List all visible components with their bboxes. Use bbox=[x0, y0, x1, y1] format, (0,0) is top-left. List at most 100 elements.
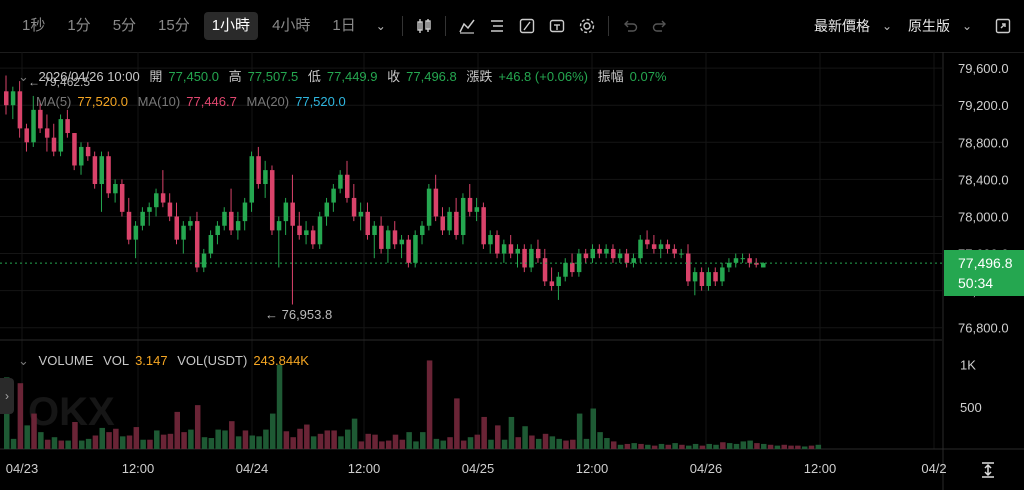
price-type-dropdown[interactable]: 最新價格 ⌄ bbox=[814, 16, 902, 36]
timeframe-button[interactable]: 4小時 bbox=[272, 17, 311, 34]
candle-body bbox=[147, 207, 152, 212]
volume-bar bbox=[467, 437, 474, 449]
candle-body bbox=[576, 253, 582, 273]
volume-bar bbox=[672, 443, 678, 449]
candle-body bbox=[413, 235, 418, 263]
high-label: 高 bbox=[228, 69, 242, 84]
change-value: +46.8 (+0.06%) bbox=[498, 69, 589, 84]
volume-bar bbox=[31, 413, 37, 449]
candle-body bbox=[604, 248, 609, 254]
candle-body bbox=[645, 239, 650, 245]
volume-bar bbox=[290, 437, 296, 449]
volume-bar bbox=[570, 439, 576, 449]
gear-icon[interactable] bbox=[572, 11, 602, 41]
candle-body bbox=[754, 262, 759, 265]
volume-bar bbox=[17, 383, 24, 449]
volume-bar bbox=[508, 416, 515, 449]
candle-body bbox=[324, 202, 330, 217]
candle-body bbox=[726, 262, 732, 268]
volume-bar bbox=[194, 405, 201, 449]
chart-style-dropdown[interactable]: 原生版 ⌄ bbox=[908, 16, 982, 36]
undo-icon[interactable] bbox=[615, 11, 645, 41]
fullscreen-icon[interactable] bbox=[988, 11, 1018, 41]
collapse-icon[interactable]: ⌄ bbox=[18, 353, 29, 368]
volume-bar bbox=[79, 440, 85, 449]
candle-body bbox=[488, 235, 493, 245]
candle-body bbox=[24, 128, 29, 143]
volume-bar bbox=[85, 438, 92, 449]
close-value: 77,496.8 bbox=[406, 69, 457, 84]
volume-bar bbox=[256, 436, 262, 449]
side-panel-toggle[interactable]: › bbox=[0, 378, 14, 414]
drawing-tools-icon[interactable] bbox=[512, 11, 542, 41]
ma10-label: MA(10) bbox=[137, 94, 181, 109]
volume-bar bbox=[235, 436, 242, 449]
volume-bar bbox=[658, 443, 665, 449]
time-tick-label: 04/24 bbox=[236, 461, 269, 476]
time-tick-label: 12:00 bbox=[804, 461, 837, 476]
candle-body bbox=[624, 253, 630, 263]
candle-body bbox=[58, 119, 64, 152]
volume-bar bbox=[740, 441, 747, 449]
collapse-icon[interactable]: ⌄ bbox=[18, 69, 29, 84]
volume-bar bbox=[317, 433, 324, 449]
time-axis: 04/23 12:00 04/24 12:00 04/25 12:00 04/26 12:00… bbox=[6, 461, 947, 476]
chevron-down-icon[interactable]: ⌄ bbox=[375, 19, 386, 33]
candle-body bbox=[495, 235, 500, 254]
candle-body bbox=[658, 244, 664, 249]
candle-body bbox=[454, 211, 459, 236]
candle-body bbox=[249, 156, 255, 203]
candle-body bbox=[399, 239, 405, 245]
candle-style-icon[interactable] bbox=[409, 11, 439, 41]
candle-body bbox=[610, 248, 616, 259]
volume-bar bbox=[10, 438, 17, 449]
candle-body bbox=[222, 211, 227, 226]
amplitude-label: 振幅 bbox=[597, 69, 624, 84]
volume-bar bbox=[679, 444, 685, 449]
volume-bar bbox=[338, 436, 344, 449]
volume-bar bbox=[454, 398, 460, 449]
volume-bar bbox=[345, 429, 351, 449]
volume-bar bbox=[501, 439, 508, 449]
candle-body bbox=[665, 244, 671, 249]
redo-icon[interactable] bbox=[645, 11, 675, 41]
candle-body bbox=[679, 253, 684, 255]
low-value: 77,449.9 bbox=[326, 69, 378, 84]
candle-body bbox=[188, 221, 193, 226]
timeframe-button[interactable]: 1小時 bbox=[203, 12, 259, 40]
candle-body bbox=[372, 225, 377, 236]
volume-bar bbox=[406, 432, 412, 449]
volume-bar bbox=[222, 430, 228, 449]
template-icon[interactable] bbox=[542, 11, 572, 41]
candle-body bbox=[269, 170, 275, 231]
volume-bar bbox=[385, 440, 392, 449]
list-settings-icon[interactable] bbox=[482, 11, 512, 41]
timeframe-button[interactable]: 15分 bbox=[158, 17, 190, 34]
candle-body bbox=[590, 248, 596, 259]
volume-bar bbox=[788, 445, 794, 449]
candlestick-chart[interactable]: OKX 79,600.0 79,200.0 78,800.0 78,400.0 78,0… bbox=[0, 52, 1024, 490]
timeframe-button[interactable]: 5分 bbox=[112, 17, 137, 34]
volume-bar bbox=[215, 429, 221, 449]
volume-bar bbox=[358, 441, 365, 449]
candle-body bbox=[310, 230, 316, 245]
candle-body bbox=[338, 174, 343, 189]
volume-bar bbox=[447, 437, 453, 449]
timeframe-button[interactable]: 1秒 bbox=[22, 17, 46, 34]
volume-bar bbox=[119, 436, 126, 449]
volume-bar bbox=[651, 445, 658, 449]
candle-body bbox=[467, 197, 473, 212]
timeframe-button[interactable]: 1分 bbox=[67, 17, 91, 34]
indicators-icon[interactable] bbox=[452, 11, 482, 41]
volume-bar bbox=[761, 443, 767, 449]
candle-body bbox=[699, 272, 705, 287]
fit-axis-icon[interactable] bbox=[976, 458, 1000, 482]
volume-bar bbox=[515, 437, 521, 449]
candle-body bbox=[17, 91, 23, 129]
volume-bar bbox=[563, 440, 569, 449]
volume-bar bbox=[692, 443, 699, 449]
vol-label: VOL bbox=[103, 353, 130, 368]
volume-tick-label: 500 bbox=[960, 400, 982, 415]
volume-bar bbox=[188, 429, 194, 449]
timeframe-button[interactable]: 1日 bbox=[332, 17, 356, 34]
